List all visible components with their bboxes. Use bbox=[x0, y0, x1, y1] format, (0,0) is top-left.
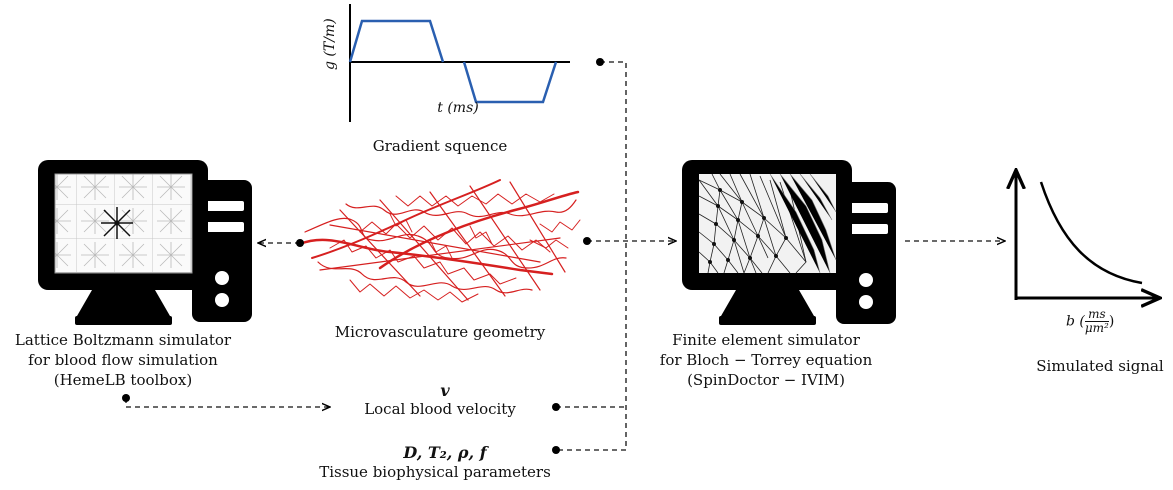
vessel-network-image bbox=[298, 179, 581, 303]
fem-mesh-nodes bbox=[708, 188, 788, 264]
signal-x-axis-label: b (ms μm²) bbox=[1066, 308, 1156, 335]
signal-x-axis-fraction: ms μm² bbox=[1084, 308, 1109, 335]
lbm-label-line-2: for blood flow simulation bbox=[28, 351, 218, 369]
fem-mesh-fine bbox=[769, 173, 837, 274]
velocity-label: Local blood velocity bbox=[364, 400, 516, 418]
gradient-positive-lobe bbox=[348, 19, 445, 63]
tissue-symbols: D, T₂, ρ, f bbox=[403, 443, 487, 462]
fem-monitor-stand bbox=[721, 290, 814, 316]
lbm-lattice-node-arrows bbox=[101, 207, 133, 239]
lbm-label-line-3: (HemeLB toolbox) bbox=[53, 371, 193, 389]
velocity-symbol: v bbox=[440, 381, 450, 400]
connector-dots bbox=[122, 58, 604, 454]
connector-bus bbox=[556, 61, 627, 451]
gradient-negative-lobe bbox=[462, 61, 558, 104]
fem-label-line-2: for Bloch − Torrey equation bbox=[659, 351, 873, 369]
gradient-x-axis-label: t (ms) bbox=[437, 100, 479, 116]
fem-label-line-3: (SpinDoctor − IVIM) bbox=[687, 371, 845, 389]
signal-x-axis-denominator: μm² bbox=[1084, 321, 1109, 335]
lbm-computer-icon bbox=[38, 160, 252, 325]
tissue-parameters-label: Tissue biophysical parameters bbox=[319, 463, 551, 481]
microvasculature-label: Microvasculature geometry bbox=[334, 323, 546, 341]
gradient-sequence-plot bbox=[348, 4, 570, 122]
signal-x-axis-numerator: ms bbox=[1084, 308, 1109, 322]
signal-x-axis-suffix: ) bbox=[1108, 313, 1115, 330]
signal-x-axis-prefix: b ( bbox=[1066, 313, 1085, 330]
signal-decay-curve bbox=[1039, 181, 1143, 285]
signal-decay-plot bbox=[1016, 170, 1160, 300]
lbm-label-line-1: Lattice Boltzmann simulator bbox=[14, 331, 232, 349]
gradient-sequence-label: Gradient squence bbox=[372, 137, 508, 155]
gradient-y-axis-label: g (T/m) bbox=[322, 18, 338, 70]
connector-lbm-to-velocity bbox=[125, 398, 330, 407]
lbm-monitor-stand bbox=[77, 290, 170, 316]
fem-label-line-1: Finite element simulator bbox=[672, 331, 860, 349]
simulated-signal-label: Simulated signal bbox=[1036, 357, 1164, 375]
fem-computer-icon bbox=[682, 160, 896, 325]
